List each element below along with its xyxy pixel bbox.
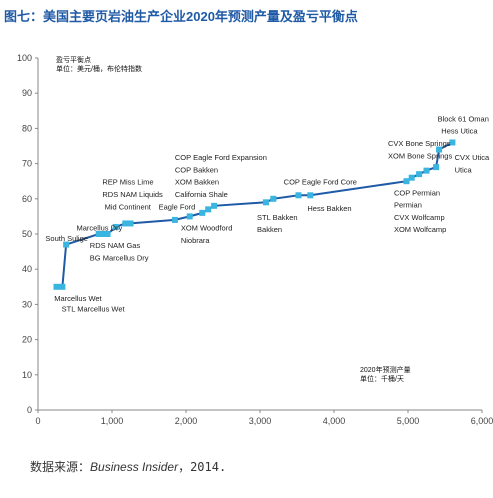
point-label: CVX Utica (455, 153, 490, 162)
point-label: CVX Bone Springs (388, 139, 451, 148)
annotation-line: 单位：美元/桶，布伦特指数 (56, 64, 142, 73)
data-point (307, 192, 314, 199)
y-tick-label: 80 (22, 123, 32, 133)
data-point (449, 139, 456, 146)
data-point (199, 209, 206, 216)
point-label: Niobrara (181, 236, 211, 245)
data-point (408, 174, 415, 181)
point-label: Permian (394, 201, 422, 210)
point-label: XOM Bakken (175, 178, 219, 187)
point-label: Block 61 Oman (438, 114, 489, 123)
data-point (122, 220, 129, 227)
x-tick-label: 4,000 (323, 416, 346, 426)
point-label: COP Bakken (175, 165, 218, 174)
source-suffix: ，2014. (178, 460, 227, 474)
data-point (436, 146, 443, 153)
source-name: Business Insider (90, 460, 179, 474)
data-point (423, 167, 430, 174)
y-axis-ticks: 0 10 20 30 40 50 60 70 80 90 100 (17, 53, 38, 415)
x-tick-label: 6,000 (471, 416, 493, 426)
annotation-line: 盈亏平衡点 (56, 55, 91, 64)
point-label: South Sulige (45, 234, 88, 243)
point-label: Hess Bakken (307, 204, 351, 213)
annotation-line: 2020年预测产量 (360, 365, 411, 374)
breakeven-supply-chart: 0 10 20 30 40 50 60 70 80 90 100 0 1,000 2,000 3,000 4… (17, 53, 493, 426)
x-tick-label: 5,000 (397, 416, 420, 426)
data-point (171, 216, 178, 223)
x-tick-label: 0 (35, 416, 40, 426)
data-point (59, 283, 66, 290)
point-label: Hess Utica (441, 127, 478, 136)
point-label: Eagle Ford (159, 202, 196, 211)
data-point (403, 178, 410, 185)
y-tick-label: 40 (22, 264, 32, 274)
point-label: COP Permian (394, 188, 440, 197)
point-label: Bakken (257, 225, 282, 234)
y-tick-label: 90 (22, 88, 32, 98)
point-label: STL Marcellus Wet (62, 304, 126, 313)
y-tick-label: 0 (27, 405, 32, 415)
y-tick-label: 60 (22, 194, 32, 204)
y-tick-label: 50 (22, 229, 32, 239)
point-label: Utica (455, 165, 473, 174)
point-label: CVX Wolfcamp (394, 213, 445, 222)
point-label: COP Eagle Ford Core (284, 178, 357, 187)
source-prefix: 数据来源： (30, 460, 91, 474)
data-point (186, 213, 193, 220)
y-tick-label: 10 (22, 370, 32, 380)
data-point (433, 164, 440, 171)
x-tick-label: 1,000 (101, 416, 124, 426)
point-label: STL Bakken (257, 213, 298, 222)
x-tick-label: 2,000 (175, 416, 198, 426)
point-label: COP Eagle Ford Expansion (175, 153, 267, 162)
y-tick-label: 20 (22, 335, 32, 345)
point-label: RDS NAM Liquids (102, 190, 163, 199)
data-point (95, 231, 102, 237)
data-point (205, 206, 212, 213)
y-tick-label: 30 (22, 299, 32, 309)
x-tick-label: 3,000 (249, 416, 272, 426)
point-label: Marcellus Dry (76, 223, 122, 232)
annotation-line: 单位：千桶/天 (360, 374, 404, 383)
data-point (104, 231, 111, 237)
point-label: RDS NAM Gas (90, 241, 141, 250)
data-point (270, 195, 277, 202)
point-label: XOM Woodford (181, 223, 233, 232)
point-label: Marcellus Wet (54, 294, 102, 303)
y-tick-label: 70 (22, 159, 32, 169)
data-point (295, 192, 302, 199)
figure-title: 图七：美国主要页岩油生产企业2020年预测产量及盈亏平衡点 (4, 9, 358, 24)
point-label: XOM Bone Springs (388, 151, 452, 160)
data-point (112, 223, 119, 230)
y-tick-label: 100 (17, 53, 32, 63)
data-point (262, 199, 269, 206)
data-point (416, 171, 423, 178)
x-axis-ticks: 0 1,000 2,000 3,000 4,000 5,000 6,000 (35, 410, 493, 426)
series-markers (53, 139, 456, 290)
data-point (211, 202, 218, 209)
data-point (100, 231, 107, 237)
data-point (63, 241, 70, 248)
point-label: Mid Continent (105, 202, 152, 211)
data-point (127, 220, 134, 227)
point-label: REP Miss Lime (102, 178, 153, 187)
point-label: XOM Wolfcamp (394, 225, 446, 234)
point-label: California Shale (175, 190, 228, 199)
data-source: 数据来源：Business Insider，2014. (30, 458, 226, 475)
data-point (53, 283, 60, 290)
point-label: BG Marcellus Dry (90, 253, 149, 262)
